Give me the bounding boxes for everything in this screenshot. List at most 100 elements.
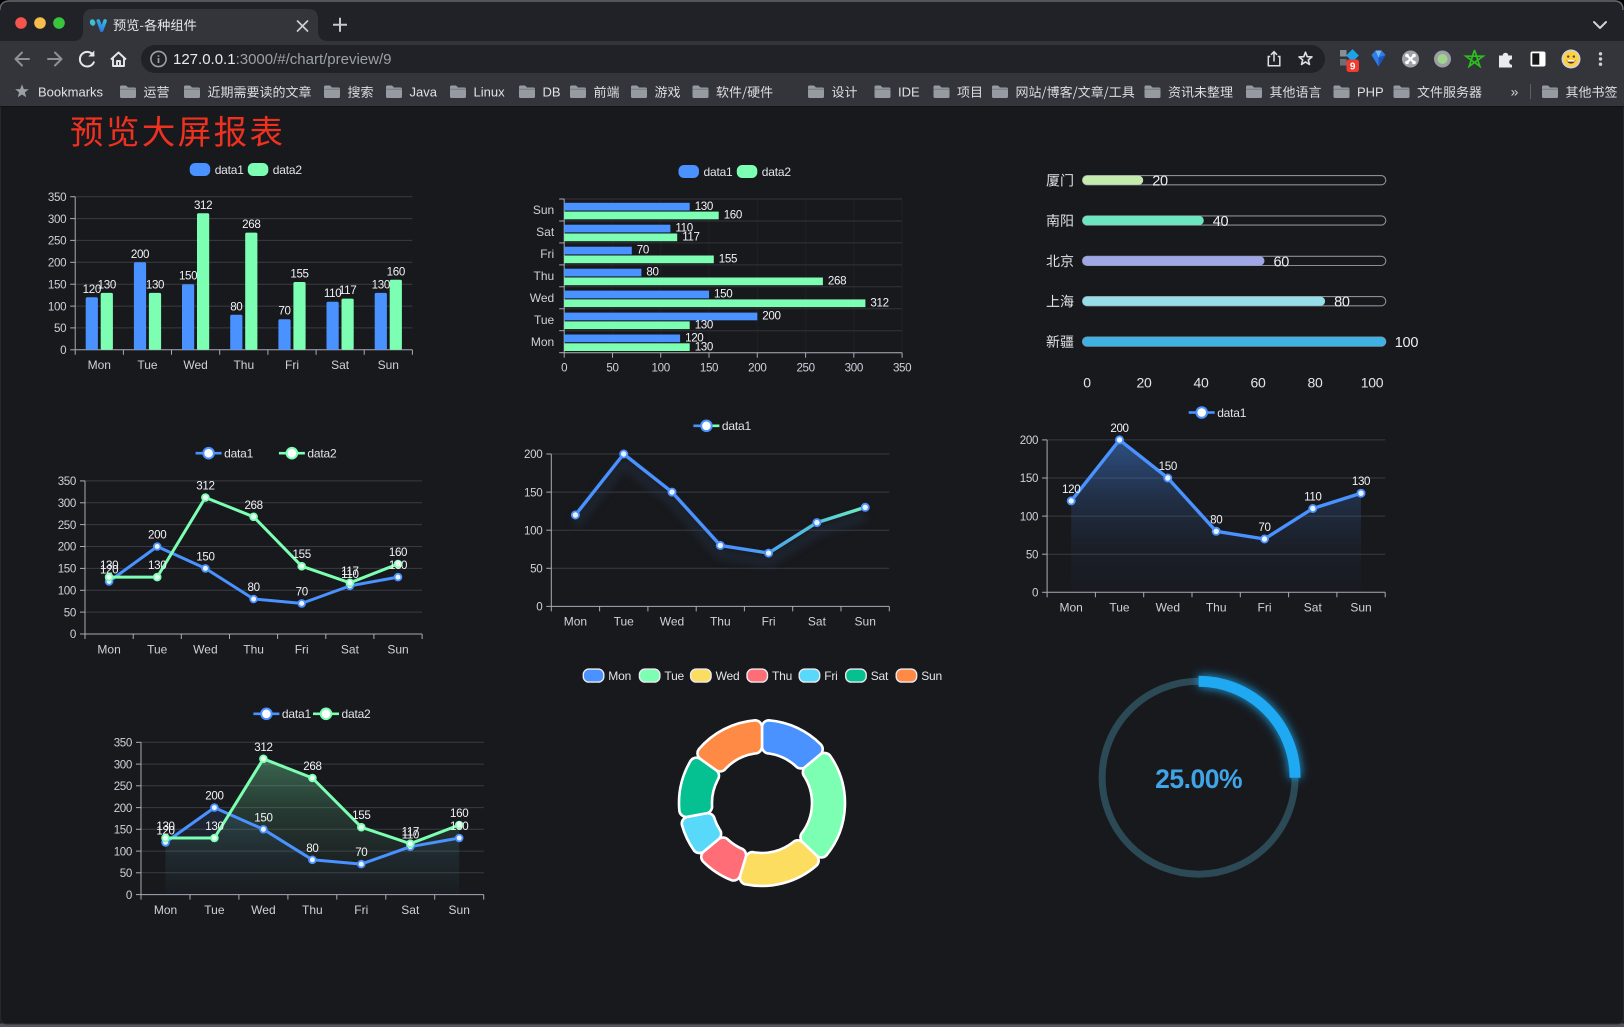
- svg-text:300: 300: [58, 497, 76, 510]
- svg-text:Thu: Thu: [302, 903, 323, 917]
- svg-text:80: 80: [1308, 375, 1323, 391]
- svg-text:130: 130: [695, 340, 713, 353]
- svg-text:40: 40: [1213, 214, 1229, 230]
- svg-text:130: 130: [148, 559, 166, 572]
- svg-text:Tue: Tue: [534, 313, 555, 327]
- svg-text:117: 117: [341, 565, 358, 578]
- svg-text:130: 130: [100, 559, 118, 572]
- svg-text:200: 200: [114, 802, 132, 815]
- svg-text:70: 70: [355, 846, 367, 859]
- svg-text:Sat: Sat: [341, 642, 360, 656]
- svg-text:Fri: Fri: [1258, 601, 1272, 615]
- svg-text:70: 70: [278, 305, 290, 318]
- svg-text:Sun: Sun: [855, 615, 876, 629]
- svg-text:Mon: Mon: [608, 669, 631, 683]
- svg-text:Wed: Wed: [716, 669, 740, 683]
- svg-text:300: 300: [48, 213, 66, 226]
- svg-text:130: 130: [156, 820, 174, 833]
- svg-text:Java: Java: [410, 85, 438, 100]
- svg-text:130: 130: [695, 318, 713, 331]
- svg-text:Sat: Sat: [536, 225, 555, 239]
- svg-text:100: 100: [1361, 375, 1384, 391]
- svg-text:120: 120: [156, 824, 174, 837]
- svg-text:100: 100: [652, 362, 670, 375]
- svg-text:Fri: Fri: [762, 615, 776, 629]
- svg-text:100: 100: [48, 300, 66, 313]
- svg-text:data1: data1: [722, 419, 752, 433]
- svg-text:155: 155: [352, 809, 370, 822]
- svg-text:100: 100: [114, 845, 132, 858]
- svg-text:Thu: Thu: [1206, 601, 1227, 615]
- svg-text:130: 130: [450, 820, 468, 833]
- svg-text:9: 9: [1350, 62, 1356, 73]
- svg-text:150: 150: [254, 811, 272, 824]
- svg-text:Mon: Mon: [88, 358, 111, 372]
- svg-text:268: 268: [244, 499, 262, 512]
- svg-text:Sun: Sun: [1350, 601, 1371, 615]
- svg-text:Thu: Thu: [772, 669, 792, 683]
- svg-text:Mon: Mon: [97, 642, 120, 656]
- svg-text:120: 120: [100, 564, 118, 577]
- svg-text:0: 0: [126, 889, 132, 902]
- svg-text:IDE: IDE: [898, 85, 920, 100]
- svg-text:50: 50: [64, 606, 76, 619]
- svg-text:data2: data2: [762, 165, 792, 179]
- svg-text:100: 100: [524, 524, 542, 537]
- svg-text:200: 200: [524, 448, 542, 461]
- svg-text:Sat: Sat: [871, 669, 889, 683]
- svg-text:150: 150: [524, 486, 542, 499]
- svg-text:Tue: Tue: [614, 615, 635, 629]
- svg-text:Thu: Thu: [233, 358, 254, 372]
- svg-text:250: 250: [48, 235, 66, 248]
- svg-text:Wed: Wed: [660, 615, 684, 629]
- svg-text:Mon: Mon: [531, 335, 554, 349]
- svg-text:200: 200: [148, 529, 166, 542]
- svg-text:268: 268: [303, 760, 321, 773]
- svg-text:0: 0: [60, 344, 66, 357]
- svg-text:Sun: Sun: [449, 903, 470, 917]
- svg-text:350: 350: [58, 475, 76, 488]
- svg-text:150: 150: [114, 824, 132, 837]
- svg-text:100: 100: [1395, 335, 1419, 351]
- svg-text:130: 130: [1352, 475, 1370, 488]
- svg-text:data2: data2: [273, 163, 303, 177]
- svg-text:40: 40: [1194, 375, 1209, 391]
- svg-text:160: 160: [724, 209, 742, 222]
- svg-text:Fri: Fri: [295, 642, 309, 656]
- svg-text:80: 80: [247, 581, 259, 594]
- svg-text:0: 0: [70, 628, 76, 641]
- svg-text:Fri: Fri: [285, 358, 299, 372]
- svg-text:data1: data1: [215, 163, 245, 177]
- svg-text:80: 80: [1334, 295, 1350, 311]
- svg-text:350: 350: [114, 737, 132, 750]
- svg-text:200: 200: [748, 362, 766, 375]
- svg-text:Thu: Thu: [243, 642, 264, 656]
- svg-text:data2: data2: [342, 707, 372, 721]
- svg-text:300: 300: [845, 362, 863, 375]
- svg-text:50: 50: [1026, 548, 1038, 561]
- svg-text:Fri: Fri: [354, 903, 368, 917]
- svg-text:Fri: Fri: [824, 669, 837, 683]
- svg-text:0: 0: [1083, 375, 1091, 391]
- svg-text:50: 50: [530, 563, 542, 576]
- svg-text:110: 110: [324, 287, 341, 300]
- svg-text:Bookmarks: Bookmarks: [38, 85, 104, 100]
- svg-text:70: 70: [637, 244, 649, 257]
- svg-text:200: 200: [762, 310, 780, 323]
- svg-text:130: 130: [695, 200, 713, 213]
- svg-text:data1: data1: [282, 707, 312, 721]
- svg-text:160: 160: [389, 546, 407, 559]
- svg-text:Tue: Tue: [1109, 601, 1130, 615]
- svg-text:200: 200: [205, 790, 223, 803]
- svg-text:Sat: Sat: [1304, 601, 1323, 615]
- svg-text:80: 80: [306, 842, 318, 855]
- svg-text:data1: data1: [224, 447, 254, 461]
- svg-text:50: 50: [120, 867, 132, 880]
- svg-text:Tue: Tue: [137, 358, 158, 372]
- svg-text:312: 312: [194, 199, 212, 212]
- svg-text:»: »: [1511, 84, 1519, 100]
- svg-text:312: 312: [254, 741, 272, 754]
- svg-text:Linux: Linux: [474, 85, 506, 100]
- svg-text:130: 130: [146, 278, 164, 291]
- svg-text:Wed: Wed: [251, 903, 275, 917]
